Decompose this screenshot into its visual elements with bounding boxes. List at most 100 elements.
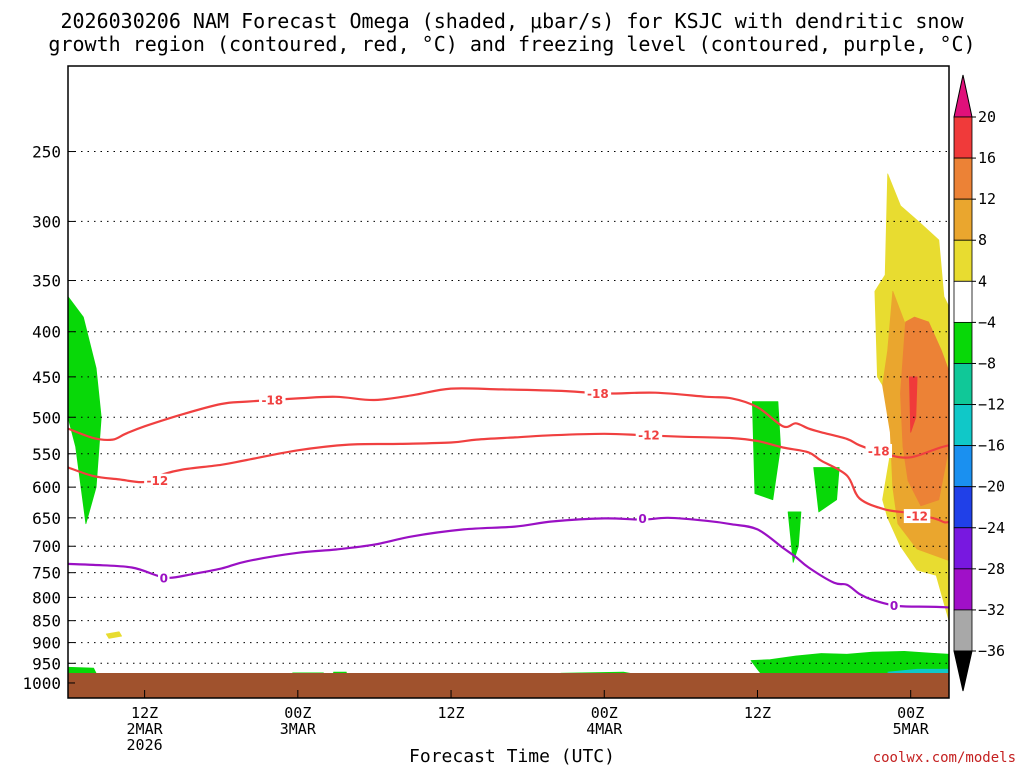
- contour-dgz-minus12: [68, 432, 949, 524]
- colorbar-band: [953, 363, 973, 405]
- contour-label-bg: [635, 428, 663, 443]
- y-tick-label-850: 850: [32, 612, 61, 631]
- contour-label: 0: [160, 571, 168, 585]
- colorbar-band: [953, 486, 973, 529]
- y-tick-label-250: 250: [32, 143, 61, 162]
- omega-region-low-level-rising-a: [68, 666, 97, 674]
- colorbar-band: [953, 198, 973, 241]
- y-tick-label-800: 800: [32, 588, 61, 607]
- omega-region-rising-mid-b: [787, 511, 802, 563]
- colorbar-band: [953, 404, 973, 447]
- colorbar-band: [953, 321, 973, 364]
- colorbar-label: −20: [978, 478, 1005, 496]
- contour-label: 0: [890, 599, 898, 613]
- contour-label-bg: [865, 443, 893, 458]
- contour-label: -12: [638, 429, 660, 443]
- contour-label: -18: [587, 387, 609, 401]
- x-tick-label: 5MAR: [893, 720, 930, 738]
- y-tick-label-750: 750: [32, 564, 61, 583]
- contour-label-bg: [584, 386, 612, 401]
- colorbar-label: 20: [978, 108, 996, 126]
- omega-shading-layer: [68, 173, 949, 680]
- chart-title-line-1: 2026030206 NAM Forecast Omega (shaded, μ…: [60, 9, 964, 33]
- contour-label: -18: [868, 444, 890, 458]
- contour-label-bg: [259, 393, 286, 408]
- omega-region-sinking-12: [900, 316, 949, 507]
- terrain-ground: [68, 673, 949, 698]
- colorbar-label: 12: [978, 190, 996, 208]
- y-tick-label-650: 650: [32, 509, 61, 528]
- omega-region-rising-left: [68, 296, 102, 525]
- x-tick-label: 2MAR: [127, 720, 164, 738]
- y-tick-label-300: 300: [32, 212, 61, 231]
- x-tick-label: 3MAR: [280, 720, 317, 738]
- x-tick-label: 12Z: [744, 704, 771, 722]
- colorbar-band: [953, 609, 973, 652]
- pressure-axis: 250 300 350 400 450 500 550 600 650 700 750 800 850 9…: [22, 143, 75, 693]
- contour-label-bg: [903, 509, 931, 524]
- colorbar-band: [953, 280, 973, 323]
- x-tick-label: 12Z: [437, 704, 464, 722]
- y-tick-label-550: 550: [32, 445, 61, 464]
- contour-label: 0: [638, 512, 646, 526]
- colorbar-label: −16: [978, 437, 1005, 455]
- colorbar-label: −32: [978, 601, 1005, 619]
- contour-label: -12: [906, 510, 928, 524]
- y-tick-label-700: 700: [32, 537, 61, 556]
- y-tick-label-400: 400: [32, 323, 61, 342]
- contour-labels: -18 -18 -18 -12 -12 -12 0 0 0: [144, 386, 931, 613]
- colorbar-label: −8: [978, 354, 996, 372]
- colorbar-band: [953, 239, 973, 282]
- y-tick-label-350: 350: [32, 272, 61, 291]
- x-tick-label: 00Z: [591, 704, 618, 722]
- omega-region-sinking-16: [909, 376, 918, 433]
- temperature-contours: [68, 387, 949, 609]
- omega-region-sinking-upper-speck: [105, 631, 122, 639]
- x-axis-title: Forecast Time (UTC): [409, 746, 615, 767]
- colorbar-label: −24: [978, 519, 1005, 537]
- y-tick-label-950: 950: [32, 654, 61, 673]
- plot-background: [68, 66, 949, 698]
- contour-label-bg: [158, 570, 170, 585]
- y-tick-label-600: 600: [32, 478, 61, 497]
- omega-region-rising-mid-c: [813, 467, 840, 513]
- x-tick-label: 00Z: [897, 704, 924, 722]
- colorbar-label: −12: [978, 396, 1005, 414]
- omega-colorbar: 20 16 12 8 4 −4 −8 −12 −16 −20 −24 −28 −32 −36: [953, 74, 1005, 692]
- y-tick-label-900: 900: [32, 634, 61, 653]
- contour-freezing-level-0: [68, 516, 949, 609]
- colorbar-band: [953, 445, 973, 488]
- y-tick-label-1000: 1000: [22, 674, 61, 693]
- colorbar-bottom-arrow: [953, 650, 973, 692]
- x-tick-label: 00Z: [284, 704, 311, 722]
- colorbar-band: [953, 157, 973, 200]
- source-credit: coolwx.com/models: [872, 750, 1016, 766]
- x-tick-label: 4MAR: [586, 720, 623, 738]
- x-tick-label: 2026: [127, 736, 163, 754]
- colorbar-label: −4: [978, 313, 996, 331]
- colorbar-band: [953, 116, 973, 159]
- contour-label-bg: [888, 598, 900, 613]
- colorbar-label: 8: [978, 231, 987, 249]
- x-tick-label: 12Z: [131, 704, 158, 722]
- y-tick-label-450: 450: [32, 368, 61, 387]
- contour-label-bg: [144, 473, 171, 488]
- colorbar-label: −28: [978, 560, 1005, 578]
- colorbar-label: 16: [978, 149, 996, 167]
- colorbar-band: [953, 568, 973, 611]
- omega-region-rising-mid-a: [752, 401, 781, 501]
- contour-label: -18: [261, 394, 283, 408]
- contour-label-bg: [636, 511, 649, 526]
- contour-dgz-minus18: [68, 387, 949, 459]
- colorbar-top-arrow: [953, 74, 973, 118]
- y-tick-label-500: 500: [32, 408, 61, 427]
- plot-area: [68, 66, 949, 698]
- plot-frame: [67, 65, 950, 699]
- colorbar-band: [953, 527, 973, 570]
- colorbar-label: 4: [978, 272, 987, 290]
- chart-title-line-2: growth region (contoured, red, °C) and f…: [48, 32, 976, 56]
- contour-label: -12: [147, 474, 169, 488]
- colorbar-label: −36: [978, 642, 1005, 660]
